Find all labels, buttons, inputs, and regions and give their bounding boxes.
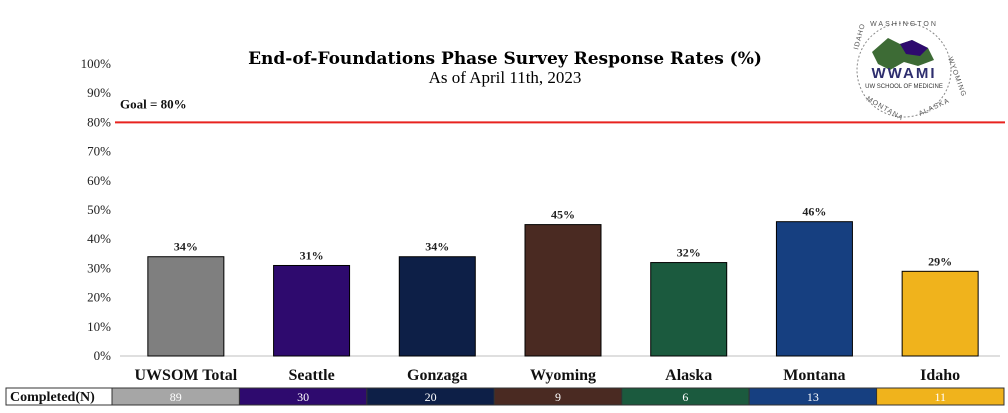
chart-title: End-of-Foundations Phase Survey Response… <box>248 49 762 69</box>
y-tick-label: 50% <box>87 202 111 217</box>
data-label: 34% <box>174 240 198 254</box>
y-tick-label: 20% <box>87 290 111 305</box>
completed-label: Completed(N) <box>10 390 95 405</box>
bar <box>650 262 728 357</box>
chart-subtitle: As of April 11th, 2023 <box>429 68 582 87</box>
category-label: Wyoming <box>530 367 596 384</box>
category-label: Montana <box>783 367 845 384</box>
category-label: Seattle <box>288 367 334 384</box>
y-tick-label: 10% <box>87 319 111 334</box>
y-tick-label: 80% <box>87 114 111 129</box>
logo-wordmark: WWAMI <box>872 65 937 82</box>
category-label: Alaska <box>665 367 712 384</box>
y-tick-label: 60% <box>87 173 111 188</box>
y-tick-label: 40% <box>87 231 111 246</box>
completed-count: 89 <box>170 390 182 404</box>
completed-count: 9 <box>555 390 561 404</box>
y-tick-label: 90% <box>87 85 111 100</box>
completed-row: Completed(N) 89 30 20 9 6 13 11 <box>5 387 1005 406</box>
goal-label: Goal = 80% <box>120 96 187 111</box>
bar <box>901 270 979 357</box>
completed-count: 6 <box>682 390 688 404</box>
completed-count: 13 <box>807 390 819 404</box>
y-tick-label: 100% <box>81 56 112 71</box>
logo-ring <box>856 22 952 118</box>
bar <box>524 224 602 357</box>
logo-state-idaho: IDAHO <box>853 22 867 50</box>
data-label: 34% <box>425 240 449 254</box>
data-label: 31% <box>300 248 324 262</box>
category-label: UWSOM Total <box>135 367 238 384</box>
y-tick-label: 70% <box>87 144 111 159</box>
bars: 34% UWSOM Total 31% Seattle 34% Gonzaga 45% Wyo… <box>135 205 979 384</box>
y-tick-label: 30% <box>87 260 111 275</box>
logo-state-washington: WASHINGTON <box>870 21 938 28</box>
data-label: 29% <box>928 254 952 268</box>
completed-count: 30 <box>297 390 309 404</box>
category-label: Gonzaga <box>407 367 467 384</box>
bar <box>147 256 225 357</box>
data-label: 32% <box>677 246 701 260</box>
completed-cell <box>876 387 1005 406</box>
logo-subtitle: UW SCHOOL OF MEDICINE <box>865 84 943 90</box>
bar <box>775 221 853 357</box>
data-label: 46% <box>802 205 826 219</box>
category-label: Idaho <box>920 367 960 384</box>
bar <box>273 264 351 357</box>
y-axis: 0% 10% 20% 30% 40% 50% 60% 70% 80% 90% 100% <box>81 56 112 363</box>
logo-state-wyoming: WYOMING <box>946 56 967 98</box>
y-tick-label: 0% <box>94 348 112 363</box>
bar <box>398 256 476 357</box>
data-label: 45% <box>551 208 575 222</box>
completed-count: 11 <box>935 390 947 404</box>
logo-map-region <box>900 40 928 56</box>
logo-state-montana: MONTANA <box>865 96 904 123</box>
wwami-logo: WWAMI UW SCHOOL OF MEDICINE WASHINGTON W… <box>853 21 967 122</box>
completed-count: 20 <box>425 390 437 404</box>
logo-state-alaska: ALASKA <box>918 97 951 117</box>
